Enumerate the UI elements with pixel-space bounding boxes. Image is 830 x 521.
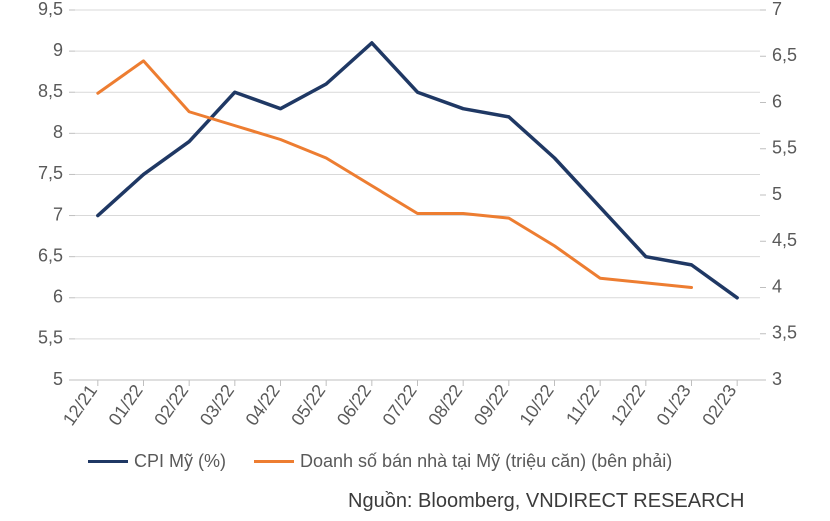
svg-text:7: 7 <box>772 0 782 19</box>
svg-text:9,5: 9,5 <box>38 0 63 19</box>
legend-label-home-sales: Doanh số bán nhà tại Mỹ (triệu căn) (bên… <box>300 451 672 472</box>
svg-text:5,5: 5,5 <box>38 328 63 348</box>
svg-text:5: 5 <box>53 369 63 389</box>
svg-text:9: 9 <box>53 40 63 60</box>
svg-text:7: 7 <box>53 204 63 224</box>
svg-text:6,5: 6,5 <box>772 45 797 65</box>
legend-swatch-home-sales <box>254 460 294 463</box>
source-attribution: Nguồn: Bloomberg, VNDIRECT RESEARCH <box>348 490 744 513</box>
legend-label-cpi: CPI Mỹ (%) <box>134 451 226 472</box>
legend-swatch-cpi <box>88 460 128 463</box>
legend: CPI Mỹ (%) Doanh số bán nhà tại Mỹ (triệ… <box>88 451 672 472</box>
svg-text:3,5: 3,5 <box>772 323 797 343</box>
svg-text:6,5: 6,5 <box>38 245 63 265</box>
svg-text:4: 4 <box>772 276 782 296</box>
legend-item-home-sales: Doanh số bán nhà tại Mỹ (triệu căn) (bên… <box>254 451 672 472</box>
svg-text:3: 3 <box>772 369 782 389</box>
chart-container: 55,566,577,588,599,533,544,555,566,5712/… <box>0 0 830 521</box>
svg-text:7,5: 7,5 <box>38 163 63 183</box>
svg-text:6: 6 <box>53 287 63 307</box>
svg-text:8: 8 <box>53 122 63 142</box>
legend-item-cpi: CPI Mỹ (%) <box>88 451 226 472</box>
svg-text:4,5: 4,5 <box>772 230 797 250</box>
svg-text:5,5: 5,5 <box>772 138 797 158</box>
line-chart: 55,566,577,588,599,533,544,555,566,5712/… <box>0 0 830 521</box>
svg-text:5: 5 <box>772 184 782 204</box>
svg-text:8,5: 8,5 <box>38 81 63 101</box>
svg-text:6: 6 <box>772 91 782 111</box>
